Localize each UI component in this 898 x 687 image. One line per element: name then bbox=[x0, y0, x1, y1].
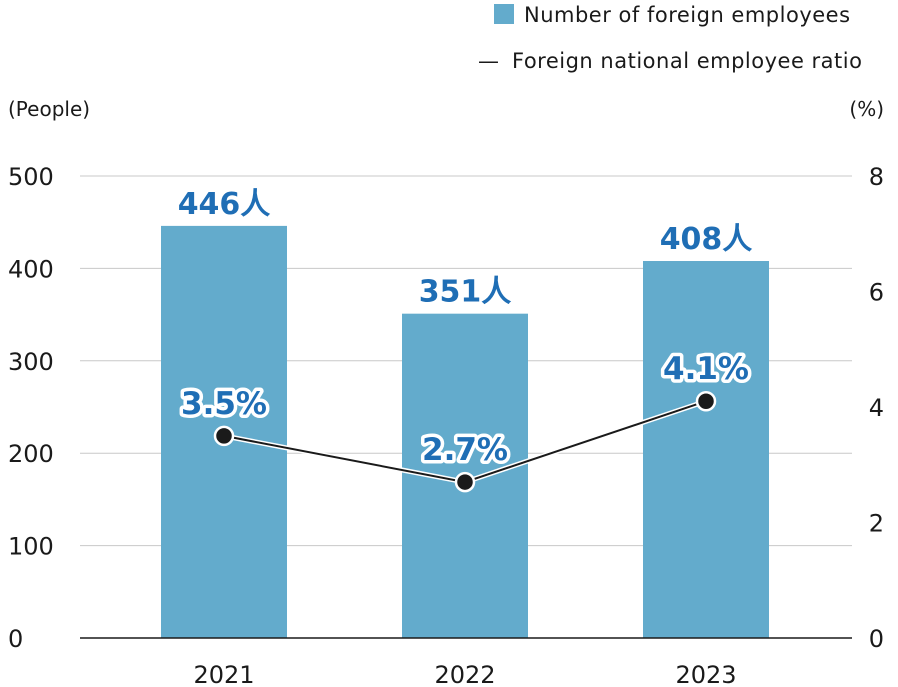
x-tick-label: 2021 bbox=[193, 661, 254, 687]
left-axis: 0 100 200 300 400 500 bbox=[8, 163, 54, 653]
bar-2023 bbox=[643, 261, 769, 638]
bar-value-label: 351人 bbox=[419, 275, 512, 310]
x-tick-label: 2023 bbox=[675, 661, 736, 687]
legend-bar-swatch bbox=[494, 4, 514, 24]
right-axis: 0 2 4 6 8 bbox=[869, 163, 884, 653]
bars bbox=[161, 225, 769, 638]
right-tick-label: 8 bbox=[869, 163, 884, 191]
right-tick-label: 6 bbox=[869, 279, 884, 307]
left-axis-unit: (People) bbox=[8, 97, 90, 121]
legend-line-symbol: — bbox=[478, 49, 500, 73]
left-tick-label: 300 bbox=[8, 348, 54, 376]
ratio-point bbox=[695, 390, 717, 412]
ratio-value-labels: 3.5% 2.7% 4.1% bbox=[178, 348, 753, 472]
ratio-value-label: 2.7% bbox=[422, 432, 508, 468]
left-tick-label: 500 bbox=[8, 163, 54, 191]
ratio-value-label: 3.5% bbox=[181, 386, 267, 422]
legend-line-label: Foreign national employee ratio bbox=[512, 49, 862, 73]
ratio-point bbox=[213, 425, 235, 447]
ratio-point bbox=[454, 471, 476, 493]
x-axis: 2021 2022 2023 bbox=[80, 637, 852, 687]
left-tick-label: 400 bbox=[8, 255, 54, 283]
right-tick-label: 0 bbox=[869, 625, 884, 653]
ratio-value-label: 4.1% bbox=[663, 351, 749, 387]
right-tick-label: 2 bbox=[869, 510, 884, 538]
right-tick-label: 4 bbox=[869, 394, 884, 422]
bar-value-label: 408人 bbox=[660, 222, 753, 257]
legend-bar-label: Number of foreign employees bbox=[524, 3, 851, 27]
ratio-line bbox=[213, 390, 717, 493]
legend: Number of foreign employees — Foreign na… bbox=[478, 3, 862, 73]
bar-value-labels: 446人 351人 408人 bbox=[178, 187, 753, 310]
left-tick-label: 0 bbox=[8, 625, 23, 653]
x-tick-label: 2022 bbox=[434, 661, 495, 687]
left-tick-label: 200 bbox=[8, 440, 54, 468]
left-tick-label: 100 bbox=[8, 533, 54, 561]
right-axis-unit: (%) bbox=[849, 97, 884, 121]
bar-value-label: 446人 bbox=[178, 187, 271, 222]
